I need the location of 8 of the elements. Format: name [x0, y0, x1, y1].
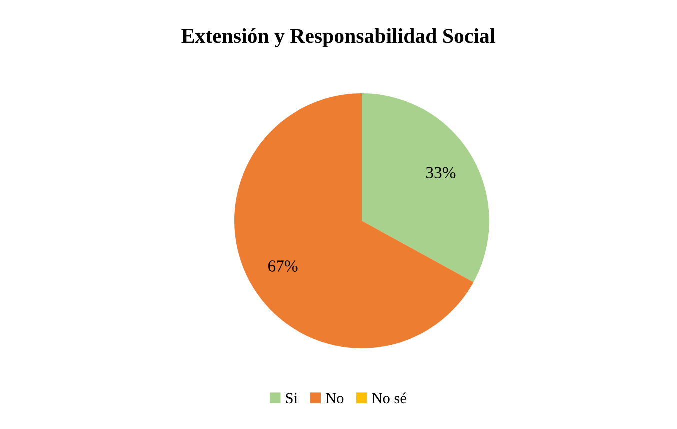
legend-label: No	[326, 393, 344, 404]
data-label: 67%	[268, 260, 298, 272]
legend-label: No sé	[372, 392, 406, 404]
chart-title: Extensión y Responsabilidad Social	[182, 28, 496, 48]
pie-slice	[362, 94, 490, 282]
pie-slice	[234, 94, 474, 348]
legend-label: Si	[286, 393, 298, 404]
data-label: 33%	[426, 167, 456, 179]
